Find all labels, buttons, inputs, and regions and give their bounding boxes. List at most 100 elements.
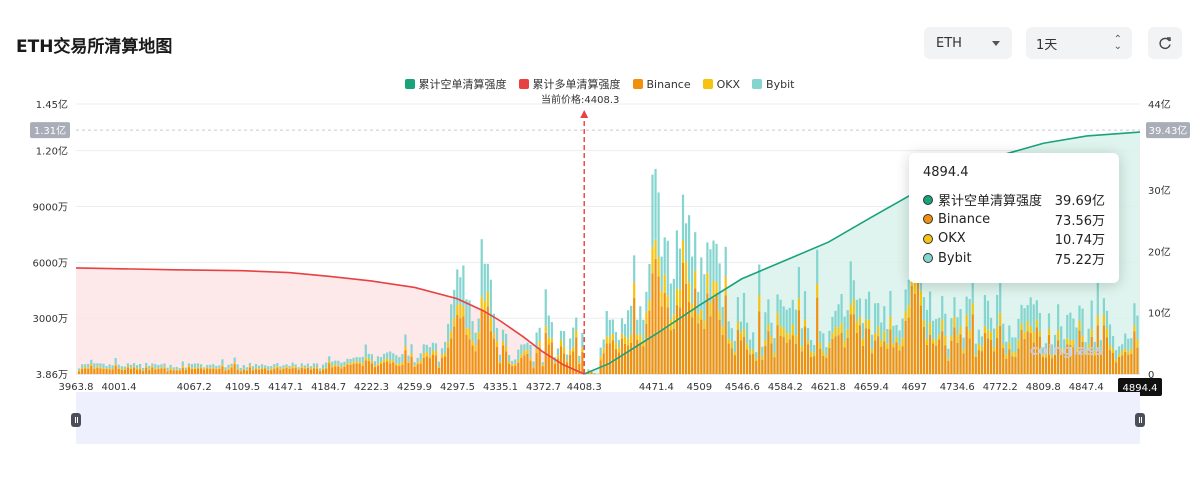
okx-bar (145, 366, 148, 368)
okx-bar (901, 337, 904, 347)
x-axis-tick-label: 4184.7 (311, 382, 346, 393)
okx-bar (883, 331, 886, 342)
bybit-bar (785, 309, 788, 334)
bybit-bar (471, 321, 474, 341)
bybit-bar (718, 263, 721, 311)
range-slider[interactable] (76, 392, 1140, 444)
bybit-bar (721, 306, 724, 327)
bybit-bar (254, 363, 258, 368)
legend-item-cum-short[interactable]: 累计空单清算强度 (404, 76, 507, 92)
okx-bar (575, 330, 578, 338)
bybit-bar (941, 296, 944, 320)
bybit-bar (328, 356, 331, 361)
binance-bar (456, 315, 459, 374)
bybit-bar (575, 317, 578, 331)
bybit-bar (303, 365, 306, 368)
binance-bar (721, 334, 724, 374)
okx-bar (358, 362, 361, 364)
okx-bar (779, 325, 782, 336)
okx-bar (227, 368, 230, 370)
binance-bar (498, 363, 502, 374)
refresh-button[interactable] (1148, 27, 1182, 59)
bybit-bar (642, 319, 645, 341)
binance-bar (1081, 341, 1084, 374)
okx-bar (657, 257, 660, 277)
okx-bar (736, 321, 739, 330)
okx-bar (126, 365, 129, 368)
binance-bar (276, 367, 279, 374)
okx-bar (810, 351, 813, 357)
okx-bar (453, 317, 456, 327)
tooltip-series-value: 39.69亿 (1054, 194, 1105, 210)
legend-item-okx[interactable]: OKX (702, 76, 740, 92)
bybit-bar (358, 357, 361, 363)
legend-item-binance[interactable]: Binance (632, 76, 691, 92)
binance-bar (776, 325, 779, 374)
binance-bar (883, 341, 886, 374)
okx-bar (831, 332, 834, 339)
bybit-bar (132, 363, 136, 367)
okx-bar (209, 367, 212, 369)
binance-bar (816, 297, 819, 374)
range-handle-right[interactable] (1135, 413, 1145, 427)
legend-item-cum-long[interactable]: 累计多单清算强度 (518, 76, 621, 92)
bybit-bar (953, 297, 956, 317)
okx-bar (172, 369, 175, 371)
tooltip-series-name: OKX (938, 231, 966, 247)
binance-bar (309, 369, 312, 374)
okx-bar (236, 368, 239, 370)
bybit-bar (691, 256, 694, 304)
binance-bar (752, 353, 755, 374)
binance-bar (1075, 352, 1078, 374)
binance-bar (791, 335, 794, 374)
binance-bar (169, 369, 172, 374)
bybit-bar (108, 364, 111, 369)
okx-bar (761, 355, 764, 360)
okx-bar (681, 240, 685, 263)
okx-bar (383, 359, 386, 363)
binance-bar (913, 293, 916, 374)
period-select[interactable]: 1天 ⌃ ⌄ (1026, 27, 1132, 59)
okx-bar (803, 319, 807, 327)
okx-bar (471, 340, 474, 346)
okx-bar (102, 368, 105, 370)
legend-label: 累计多单清算强度 (532, 78, 621, 91)
bybit-bar (950, 318, 953, 337)
okx-bar (447, 341, 450, 348)
okx-bar (864, 319, 868, 329)
bybit-bar (581, 332, 584, 348)
bar-series (78, 168, 1139, 374)
okx-bar (437, 367, 441, 369)
bybit-bar (437, 361, 441, 368)
okx-bar (993, 346, 996, 352)
bybit-bar (755, 352, 758, 359)
binance-bar (892, 347, 895, 374)
bybit-bar (810, 340, 813, 352)
bybit-bar (1102, 298, 1105, 315)
binance-bar (1035, 327, 1038, 374)
legend-item-bybit[interactable]: Bybit (752, 76, 794, 92)
bybit-bar (267, 366, 270, 370)
binance-bar (1105, 337, 1109, 374)
bybit-bar (782, 306, 785, 328)
okx-bar (163, 366, 166, 369)
bybit-bar (538, 327, 541, 341)
bybit-bar (163, 363, 166, 367)
bybit-bar (1084, 342, 1087, 352)
bybit-bar (343, 361, 346, 366)
range-handle-left[interactable] (71, 413, 81, 427)
binance-bar (651, 273, 654, 374)
coin-select[interactable]: ETH (924, 27, 1012, 59)
binance-bar (361, 365, 364, 374)
okx-bar (556, 355, 560, 359)
okx-bar (404, 346, 407, 351)
okx-bar (233, 362, 236, 365)
binance-bar (782, 336, 785, 374)
binance-bar (288, 368, 291, 374)
bybit-bar (160, 364, 163, 368)
binance-bar (1026, 331, 1029, 374)
okx-bar (395, 363, 398, 366)
okx-bar (489, 317, 492, 332)
binance-bar (1057, 340, 1060, 374)
bybit-bar (614, 332, 617, 343)
